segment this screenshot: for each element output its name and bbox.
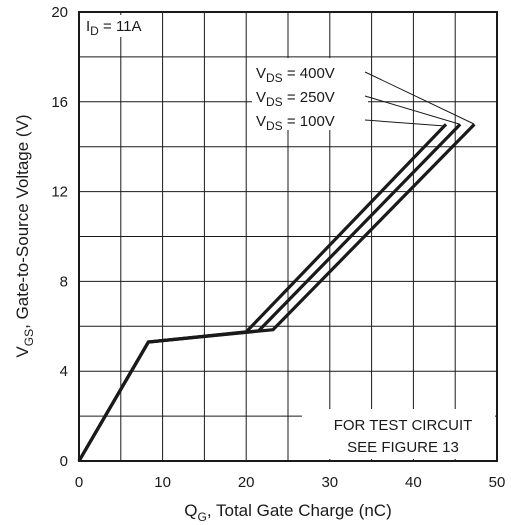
y-tick-label: 8 (60, 273, 68, 290)
condition-label: ID = 11A (86, 18, 142, 38)
curves (77, 123, 476, 462)
leader-line-400v (364, 71, 475, 125)
test-circuit-note-line2: SEE FIGURE 13 (347, 439, 459, 456)
x-tick-label: 40 (405, 474, 422, 491)
y-tick-label: 12 (51, 184, 68, 201)
y-tick-label: 16 (51, 94, 68, 111)
series-label-100v: VDS = 100V (256, 113, 335, 133)
test-circuit-note-line1: FOR TEST CIRCUIT (334, 417, 473, 434)
condition-label-bg (84, 15, 162, 37)
series-line-100v (77, 123, 448, 462)
test-circuit-note-bg (302, 409, 495, 459)
series-label-400v: VDS = 400V (256, 65, 335, 85)
x-tick-labels: 0 10 20 30 40 50 (75, 474, 506, 491)
x-tick-label: 20 (238, 474, 255, 491)
y-tick-label: 20 (51, 4, 68, 21)
series-label-250v: VDS = 250V (256, 89, 335, 109)
series-labels: VDS = 400V VDS = 250V VDS = 100V (252, 58, 475, 133)
plot-frame (78, 11, 498, 462)
y-tick-label: 0 (60, 453, 68, 470)
series-labels-bg (252, 58, 368, 130)
x-tick-label: 50 (489, 474, 506, 491)
y-tick-labels: 0 4 8 12 16 20 (51, 4, 68, 470)
x-tick-label: 0 (75, 474, 83, 491)
leader-line-250v (364, 95, 460, 125)
x-axis-title: QG, Total Gate Charge (nC) (184, 501, 391, 524)
y-axis-title: VGS, Gate-to-Source Voltage (V) (13, 114, 36, 357)
y-tick-label: 4 (60, 363, 68, 380)
x-tick-label: 30 (321, 474, 338, 491)
x-tick-label: 10 (154, 474, 171, 491)
leader-line-100v (364, 119, 446, 127)
